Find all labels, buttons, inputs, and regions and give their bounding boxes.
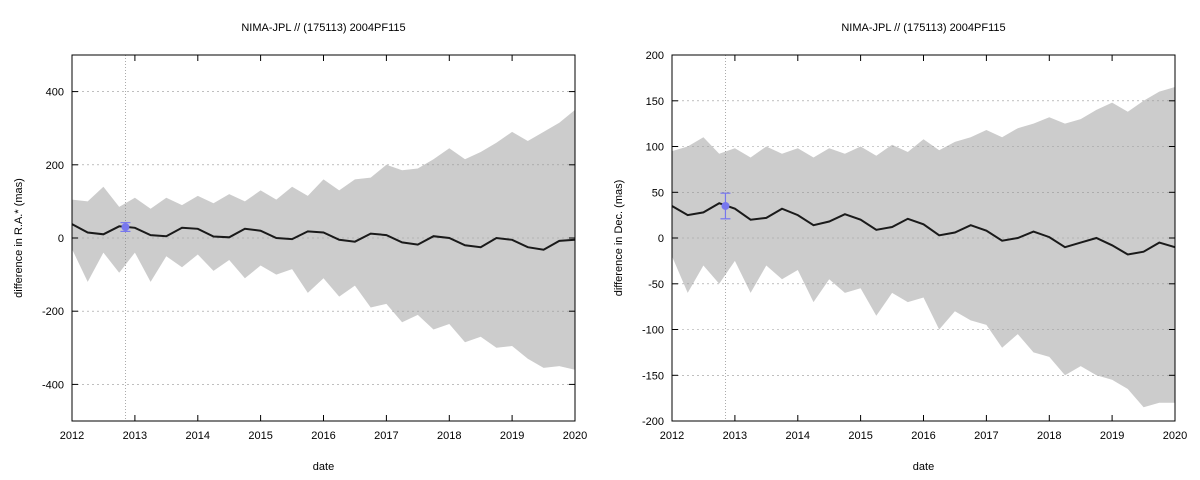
x-tick-label: 2015 [848,430,872,442]
y-tick-label: 0 [658,233,664,245]
y-tick-label: 50 [652,187,664,199]
y-tick-label: 400 [46,87,64,99]
x-tick-label: 2012 [60,430,84,442]
y-tick-label: -100 [642,325,664,337]
y-axis-label: difference in R.A.* (mas) [13,178,25,298]
x-tick-label: 2012 [660,430,684,442]
x-tick-label: 2020 [1163,430,1187,442]
x-tick-label: 2017 [374,430,398,442]
ra-chart: 2012 2013 2014 2015 2016 2017 2018 2019 2020 -400… [13,22,587,473]
y-tick-label: -150 [642,370,664,382]
residual-curve [671,202,1176,256]
x-tick-label: 2015 [248,430,272,442]
y-tick-label: -50 [648,279,664,291]
x-axis-label: date [313,461,334,473]
x-axis-label: date [913,461,934,473]
chart-title: NIMA-JPL // (175113) 2004PF115 [241,22,405,34]
x-tick-label: 2018 [1037,430,1061,442]
y-tick-label: -400 [42,379,64,391]
x-tick-label: 2013 [123,430,147,442]
y-tick-label: 100 [646,142,664,154]
x-tick-label: 2013 [723,430,747,442]
y-tick-label: 150 [646,96,664,108]
y-axis-label: difference in Dec. (mas) [613,180,625,297]
x-tick-label: 2018 [437,430,461,442]
chart-title: NIMA-JPL // (175113) 2004PF115 [841,22,1005,34]
x-tick-label: 2019 [1100,430,1124,442]
residual-curve [71,223,576,251]
y-tick-label: -200 [642,416,664,428]
x-tick-label: 2020 [563,430,587,442]
x-tick-label: 2016 [911,430,935,442]
uncertainty-band [72,109,575,370]
y-tick-label: 200 [46,160,64,172]
x-tick-label: 2017 [974,430,998,442]
dec-chart: 2012 2013 2014 2015 2016 2017 2018 2019 2020 -200… [613,22,1187,473]
uncertainty-band [672,87,1175,408]
observation-point [721,201,730,210]
x-tick-label: 2014 [786,430,810,442]
y-tick-label: 0 [58,233,64,245]
x-tick-label: 2019 [500,430,524,442]
x-tick-label: 2014 [186,430,210,442]
observation-point [121,223,130,232]
y-tick-label: 200 [646,50,664,62]
x-tick-label: 2016 [311,430,335,442]
y-tick-label: -200 [42,306,64,318]
